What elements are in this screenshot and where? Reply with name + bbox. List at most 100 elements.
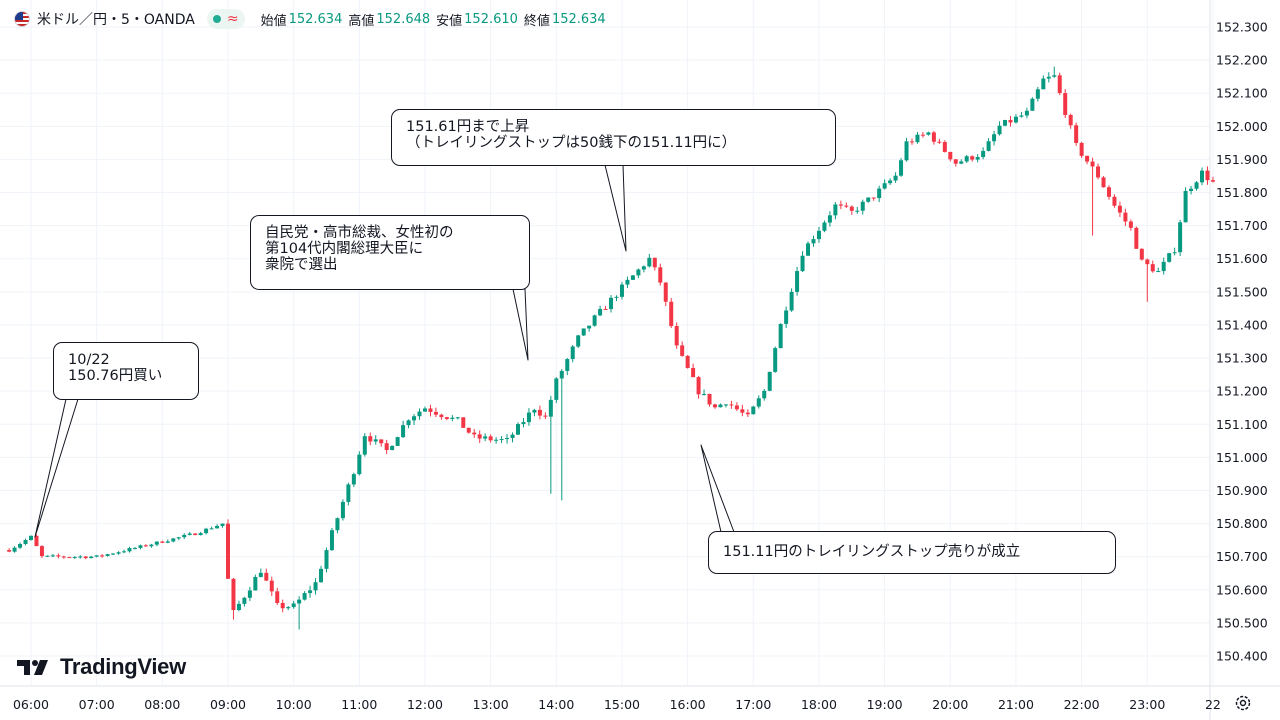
candle-body xyxy=(1046,76,1051,79)
gear-icon[interactable] xyxy=(1234,694,1252,712)
y-tick-label: 151.100 xyxy=(1216,417,1268,432)
candle-body xyxy=(669,301,674,327)
candle-body xyxy=(981,150,986,158)
candle-body xyxy=(576,335,581,347)
candle-body xyxy=(510,434,515,438)
x-tick-label: 16:00 xyxy=(670,697,706,712)
candle-body xyxy=(625,279,630,285)
candle-body xyxy=(100,555,105,557)
candle-body xyxy=(838,204,843,206)
candle-body xyxy=(258,572,263,577)
candle-body xyxy=(532,409,537,413)
candle-body xyxy=(335,518,340,531)
candle-body xyxy=(630,275,635,280)
candle-body xyxy=(920,134,925,136)
candle-body xyxy=(264,572,269,581)
candle-body xyxy=(1156,271,1161,273)
candle-body xyxy=(1063,93,1068,115)
candle-body xyxy=(1161,261,1166,272)
candle-body xyxy=(1035,89,1040,99)
callout-pointer xyxy=(700,444,735,533)
candle-body xyxy=(1090,161,1095,167)
callout-news-event: 自民党・高市総裁、女性初の 第104代内閣総理大臣に 衆院で選出 xyxy=(250,215,530,290)
candle-body xyxy=(422,408,427,412)
candle-body xyxy=(1057,75,1062,94)
candle-body xyxy=(286,607,291,609)
market-open-dot-icon xyxy=(212,15,221,23)
candle-body xyxy=(997,125,1002,135)
candle-body xyxy=(587,325,592,329)
candle-body xyxy=(1205,170,1210,181)
candle-body xyxy=(379,439,384,444)
candle-body xyxy=(122,551,127,553)
candle-body xyxy=(351,474,356,485)
candle-body xyxy=(975,157,980,160)
candle-body xyxy=(105,554,110,556)
candle-body xyxy=(592,315,597,326)
candle-body xyxy=(641,266,646,270)
candle-body xyxy=(225,523,230,579)
y-tick-label: 152.200 xyxy=(1216,53,1268,68)
candle-body xyxy=(89,556,94,559)
candle-body xyxy=(1200,170,1205,183)
candle-body xyxy=(362,436,367,455)
candle-body xyxy=(734,405,739,410)
candle-body xyxy=(247,590,252,598)
candle-body xyxy=(143,545,148,547)
y-tick-label: 151.600 xyxy=(1216,251,1268,266)
candle-body xyxy=(882,183,887,189)
y-tick-label: 150.600 xyxy=(1216,582,1268,597)
candle-body xyxy=(94,555,99,557)
candle-body xyxy=(745,412,750,415)
candle-body xyxy=(521,422,526,425)
candle-body xyxy=(718,404,723,408)
tradingview-logo[interactable]: TradingView xyxy=(16,654,186,680)
candle-body xyxy=(7,550,12,552)
y-tick-label: 151.500 xyxy=(1216,284,1268,299)
open-label: 始値 xyxy=(260,13,287,29)
candle-body xyxy=(428,408,433,412)
candle-body xyxy=(729,404,734,406)
candle-body xyxy=(12,547,17,552)
us-flag-icon xyxy=(14,11,30,27)
candle-body xyxy=(554,378,559,400)
candle-body xyxy=(1117,205,1122,213)
candle-body xyxy=(1128,221,1133,228)
x-tick-label: 06:00 xyxy=(13,697,49,712)
candle-body xyxy=(598,308,603,316)
x-tick-label: 15:00 xyxy=(604,697,640,712)
candle-body xyxy=(1079,142,1084,156)
candle-body xyxy=(1167,253,1172,262)
y-tick-label: 151.700 xyxy=(1216,218,1268,233)
candle-body xyxy=(877,188,882,199)
x-tick-label: 17:00 xyxy=(735,697,771,712)
x-tick-label: 23:00 xyxy=(1129,697,1165,712)
y-tick-label: 152.100 xyxy=(1216,86,1268,101)
candle-body xyxy=(1106,187,1111,197)
candle-body xyxy=(477,434,482,439)
candle-body xyxy=(1003,120,1008,126)
candle-body xyxy=(368,436,373,442)
candle-body xyxy=(187,533,192,535)
candle-body xyxy=(313,582,318,591)
candle-body xyxy=(778,323,783,349)
candle-body xyxy=(1074,125,1079,143)
candle-body xyxy=(970,156,975,160)
candle-body xyxy=(455,417,460,419)
candle-body xyxy=(723,404,728,406)
market-status-pill[interactable]: ≈ xyxy=(206,9,245,29)
candle-body xyxy=(636,269,641,276)
y-tick-label: 150.900 xyxy=(1216,483,1268,498)
chart-legend-header: 米ドル／円・5・OANDA ≈ 始値 152.634 高値 152.648 安値 15… xyxy=(14,8,606,30)
candle-body xyxy=(953,159,958,164)
candle-body xyxy=(899,160,904,176)
candlestick-series xyxy=(7,66,1215,630)
candle-body xyxy=(269,580,274,592)
candle-body xyxy=(406,420,411,426)
symbol-title[interactable]: 米ドル／円・5・OANDA xyxy=(37,12,195,28)
candle-body xyxy=(483,436,488,439)
candle-body xyxy=(904,141,909,161)
candle-body xyxy=(811,239,816,244)
candle-body xyxy=(619,284,624,297)
